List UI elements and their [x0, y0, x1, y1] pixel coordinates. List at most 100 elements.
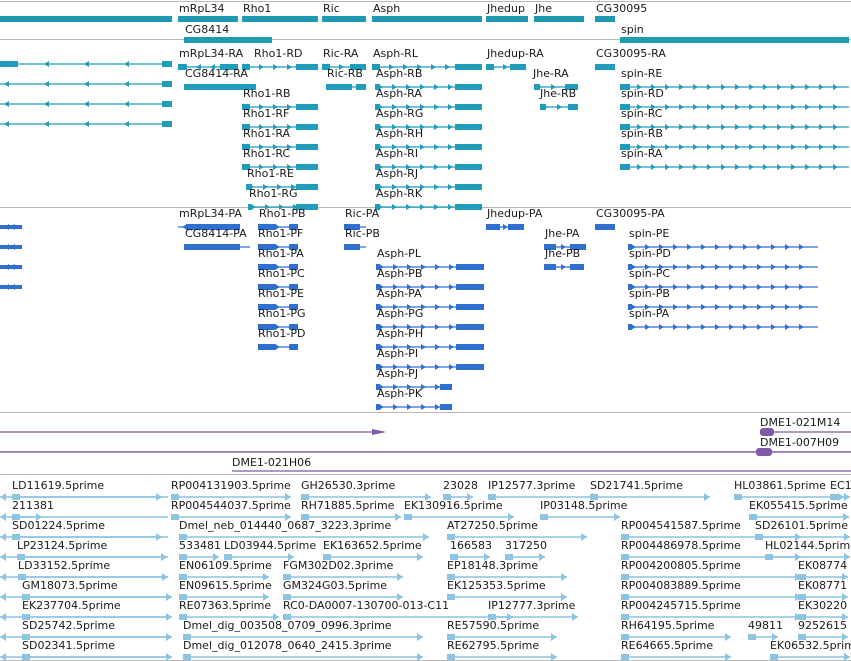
feature-est[interactable]: SD26101.5prime: [755, 519, 850, 541]
feature-asph-ri[interactable]: Asph-RI: [375, 147, 482, 170]
feature-est[interactable]: Dmel_neb_014440_0687_3223.3prime: [179, 519, 429, 541]
feature-asph-ph[interactable]: Asph-PH: [376, 327, 484, 350]
feature-mrpl34-ra[interactable]: mRpL34-RA: [178, 47, 244, 70]
feature-dme1-021m14[interactable]: DME1-021M14: [0, 416, 851, 436]
feature-spin-pa[interactable]: spin-PA: [628, 307, 818, 330]
feature-est[interactable]: IP12577.3prime: [488, 479, 598, 501]
feature-jhedup-ra[interactable]: Jhedup-RA: [486, 47, 544, 70]
feature-est[interactable]: FGM302D02.3prime: [283, 559, 403, 581]
feature-est[interactable]: RH64195.5prime: [621, 619, 731, 641]
feature-rho1-pg[interactable]: Rho1-PG: [258, 307, 305, 330]
feature-asph-pi[interactable]: Asph-PI: [376, 347, 484, 370]
feature-est[interactable]: GM324G03.5prime: [283, 579, 403, 601]
feature-est[interactable]: 23028: [443, 479, 478, 501]
feature-est[interactable]: RE62795.5prime: [447, 639, 557, 661]
feature-est[interactable]: EK08771: [798, 579, 848, 601]
feature-rho1-rc[interactable]: Rho1-RC: [242, 147, 318, 170]
feature-asph-pg[interactable]: Asph-PG: [376, 307, 484, 330]
feature-est[interactable]: EN09615.5prime: [179, 579, 272, 601]
feature-spin-rc[interactable]: spin-RC: [620, 107, 849, 130]
feature-est[interactable]: LD03944.5prime: [224, 539, 316, 561]
feature-jhe-ra[interactable]: Jhe-RA: [532, 67, 578, 90]
feature-asph-ra[interactable]: Asph-RA: [375, 87, 482, 110]
feature-rho1-pa[interactable]: Rho1-PA: [258, 247, 304, 270]
feature-rho1-pb[interactable]: Rho1-PB: [258, 207, 306, 230]
feature-est[interactable]: GH26530.3prime: [301, 479, 431, 501]
feature-rho1-rd[interactable]: Rho1-RD: [242, 47, 318, 70]
feature-asph-pk[interactable]: Asph-PK: [376, 387, 452, 410]
feature-est[interactable]: EK06532.5prime: [770, 639, 851, 661]
feature-est[interactable]: RE07363.5prime: [179, 599, 279, 621]
feature-rho1-rb[interactable]: Rho1-RB: [242, 87, 318, 110]
feature-est[interactable]: 9252615: [798, 619, 848, 641]
feature-rho1[interactable]: Rho1: [242, 2, 318, 22]
feature-spin-rb[interactable]: spin-RB: [620, 127, 849, 150]
feature-rho1-re[interactable]: Rho1-RE: [246, 167, 318, 190]
feature-cg8414[interactable]: CG8414: [184, 23, 272, 43]
feature-est[interactable]: 166583: [450, 539, 492, 561]
feature-cg30095-pa[interactable]: CG30095-PA: [595, 207, 665, 230]
feature-spin-pb[interactable]: spin-PB: [628, 287, 818, 310]
feature-asph-rj[interactable]: Asph-RJ: [375, 167, 482, 190]
feature-est[interactable]: EC1: [830, 479, 851, 501]
feature-est[interactable]: EN06109.5prime: [179, 559, 272, 581]
feature-cg8414-ra[interactable]: CG8414-RA: [184, 67, 256, 90]
feature-cg8414-pa[interactable]: CG8414-PA: [184, 227, 250, 250]
feature-ric-pb[interactable]: Ric-PB: [344, 227, 380, 250]
feature-est[interactable]: EK30220: [798, 599, 848, 621]
feature-asph-pj[interactable]: Asph-PJ: [376, 367, 452, 390]
feature-jhe[interactable]: Jhe: [534, 2, 584, 22]
feature-jhedup-pa[interactable]: Jhedup-PA: [486, 207, 543, 230]
feature-rho1-pc[interactable]: Rho1-PC: [258, 267, 305, 290]
feature-asph-rg[interactable]: Asph-RG: [375, 107, 482, 130]
feature-spin-ra[interactable]: spin-RA: [620, 147, 849, 170]
feature-est[interactable]: EK130916.5prime: [404, 499, 514, 521]
feature-est[interactable]: EP18148.3prime: [447, 559, 567, 581]
feature-asph[interactable]: Asph: [372, 2, 482, 22]
feature-asph-pl[interactable]: Asph-PL: [376, 247, 484, 270]
feature-est[interactable]: SD21741.5prime: [590, 479, 710, 501]
feature-spin-pe[interactable]: spin-PE: [628, 227, 818, 250]
feature-spin-pc[interactable]: spin-PC: [628, 267, 818, 290]
feature-est[interactable]: LD11619.5prime: [12, 479, 162, 501]
feature-est[interactable]: HL03861.5prime: [734, 479, 844, 501]
feature-est[interactable]: RE57590.5prime: [447, 619, 557, 641]
feature-jhedup[interactable]: Jhedup: [486, 2, 528, 22]
feature-mrpl34-pa[interactable]: mRpL34-PA: [178, 207, 242, 230]
feature-jhe-rb[interactable]: Jhe-RB: [539, 87, 578, 110]
feature-est[interactable]: RE64665.5prime: [621, 639, 731, 661]
feature-est[interactable]: RP004083889.5prime: [621, 579, 801, 601]
feature-est[interactable]: Dmel_dig_003508_0709_0996.3prime: [183, 619, 423, 641]
feature-est[interactable]: Dmel_dig_012078_0640_2415.3prime: [183, 639, 423, 661]
feature-jhe-pb[interactable]: Jhe-PB: [544, 247, 584, 270]
feature-est[interactable]: IP03148.5prime: [540, 499, 628, 521]
feature-est[interactable]: HL02144.5prime: [765, 539, 851, 561]
feature-dme1-007h09[interactable]: DME1-007H09: [0, 436, 851, 456]
feature-est[interactable]: RP004200805.5prime: [621, 559, 801, 581]
feature-rho1-rg[interactable]: Rho1-RG: [248, 187, 318, 210]
feature-spin-rd[interactable]: spin-RD: [620, 87, 849, 110]
feature-dme1-021h06[interactable]: DME1-021H06: [232, 456, 851, 472]
feature-spin-pd[interactable]: spin-PD: [628, 247, 818, 270]
feature-est[interactable]: RP004131903.5prime: [171, 479, 291, 501]
feature-est[interactable]: 533481: [179, 539, 221, 561]
feature-spin[interactable]: spin: [620, 23, 849, 43]
feature-rho1-ra[interactable]: Rho1-RA: [242, 127, 318, 150]
feature-ric-pa[interactable]: Ric-PA: [344, 207, 380, 230]
feature-est[interactable]: RP004544037.5prime: [171, 499, 291, 521]
feature-ric-ra[interactable]: Ric-RA: [322, 47, 366, 70]
feature-spin-re[interactable]: spin-RE: [620, 67, 849, 90]
feature-rho1-pf[interactable]: Rho1-PF: [258, 227, 303, 250]
feature-rho1-pe[interactable]: Rho1-PE: [258, 287, 304, 310]
feature-est[interactable]: IP12777.3prime: [488, 599, 578, 621]
feature-ric-rb[interactable]: Ric-RB: [326, 67, 366, 90]
feature-asph-pb[interactable]: Asph-PB: [376, 267, 484, 290]
feature-asph-rh[interactable]: Asph-RH: [375, 127, 482, 150]
feature-est[interactable]: 317250: [505, 539, 547, 561]
feature-asph-pa[interactable]: Asph-PA: [376, 287, 484, 310]
feature-est[interactable]: EK125353.5prime: [447, 579, 567, 601]
feature-est[interactable]: RH71885.5prime: [301, 499, 401, 521]
feature-est[interactable]: 49811: [748, 619, 783, 641]
feature-est[interactable]: EK08774: [798, 559, 848, 581]
feature-asph-rb[interactable]: Asph-RB: [375, 67, 482, 90]
